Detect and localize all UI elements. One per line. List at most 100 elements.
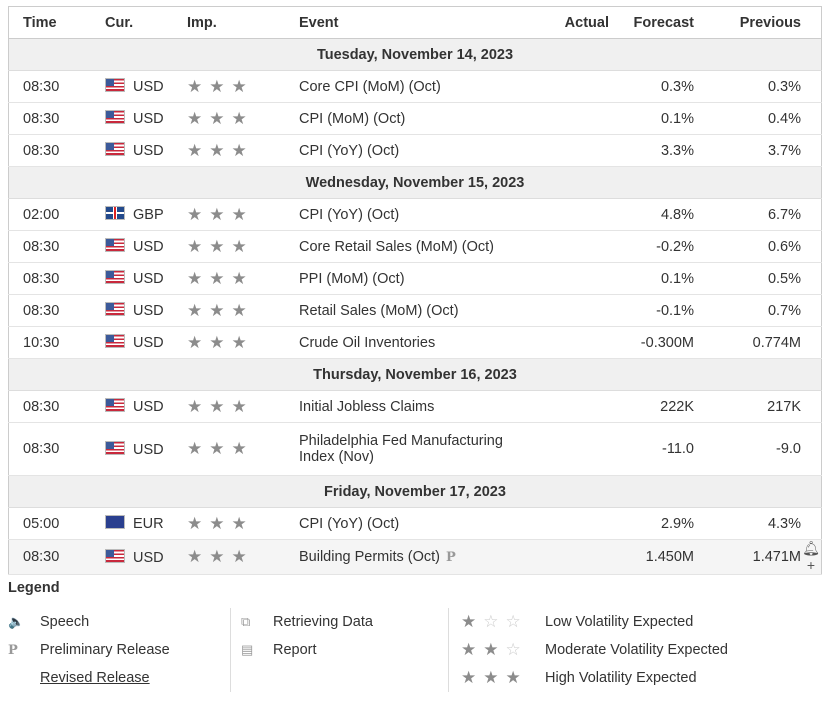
us-flag-icon (105, 238, 125, 252)
event-currency: USD (105, 390, 187, 423)
three-star-icon: ★★★ (187, 547, 254, 566)
event-link[interactable]: Core CPI (MoM) (Oct) (299, 78, 441, 95)
three-star-icon: ★★★ (461, 668, 528, 687)
event-forecast: 222K (609, 390, 696, 423)
event-time: 02:00 (8, 198, 105, 231)
event-row[interactable]: 08:30 USD ★★★ Core CPI (MoM) (Oct) 0.3% 0.3% (8, 70, 822, 103)
event-currency: USD (105, 294, 187, 327)
us-flag-icon (105, 142, 125, 156)
event-alert (801, 70, 822, 103)
event-name[interactable]: Initial Jobless Claims (299, 390, 537, 423)
event-row[interactable]: 08:30 USD ★★★ Building Permits (Oct) P 1.450M… (8, 539, 822, 575)
preliminary-p-icon: P (8, 642, 18, 658)
event-time: 08:30 (8, 294, 105, 327)
event-alert[interactable]: 🔔︎+ (801, 539, 822, 575)
legend-revised[interactable]: Revised Release (8, 664, 170, 692)
event-row[interactable]: 08:30 USD ★★★ PPI (MoM) (Oct) 0.1% 0.5% (8, 262, 822, 295)
event-previous: 0.774M (696, 326, 801, 359)
event-previous: 0.3% (696, 70, 801, 103)
us-flag-icon (105, 398, 125, 412)
event-link[interactable]: Crude Oil Inventories (299, 334, 436, 351)
event-row[interactable]: 08:30 USD ★★★ Philadelphia Fed Manufacturin… (8, 422, 822, 476)
event-name[interactable]: Building Permits (Oct) P (299, 539, 537, 575)
retrieving-data-icon: ⧉ (241, 614, 251, 629)
event-link[interactable]: CPI (YoY) (Oct) (299, 515, 400, 532)
event-row[interactable]: 10:30 USD ★★★ Crude Oil Inventories -0.300M 0… (8, 326, 822, 359)
event-link[interactable]: Building Permits (Oct) (299, 549, 441, 565)
event-name[interactable]: Philadelphia Fed Manufacturing Index (No… (299, 422, 537, 476)
day-date: Wednesday, November 15, 2023 (8, 166, 822, 199)
event-time: 08:30 (8, 390, 105, 423)
speaker-icon: 🔈 (8, 614, 25, 629)
us-flag-icon (105, 334, 125, 348)
event-forecast: 0.3% (609, 70, 696, 103)
event-alert (801, 294, 822, 327)
event-name[interactable]: Core CPI (MoM) (Oct) (299, 70, 537, 103)
event-currency: USD (105, 422, 187, 476)
event-row[interactable]: 08:30 USD ★★★ CPI (MoM) (Oct) 0.1% 0.4% (8, 102, 822, 135)
event-row[interactable]: 08:30 USD ★★★ CPI (YoY) (Oct) 3.3% 3.7% (8, 134, 822, 167)
day-header-row: Tuesday, November 14, 2023 (8, 38, 822, 71)
event-alert (801, 102, 822, 135)
event-name[interactable]: PPI (MoM) (Oct) (299, 262, 537, 295)
event-alert (801, 134, 822, 167)
event-forecast: 0.1% (609, 262, 696, 295)
event-alert (801, 390, 822, 423)
event-row[interactable]: 08:30 USD ★★★ Retail Sales (MoM) (Oct) -0.1%… (8, 294, 822, 327)
importance-stars: ★★★ (187, 422, 299, 476)
event-currency: USD (105, 102, 187, 135)
event-forecast: 2.9% (609, 507, 696, 540)
three-star-icon: ★★★ (187, 300, 254, 320)
revised-release-link[interactable]: Revised Release (40, 670, 150, 686)
event-name[interactable]: CPI (MoM) (Oct) (299, 102, 537, 135)
event-alert (801, 198, 822, 231)
event-name[interactable]: Crude Oil Inventories (299, 326, 537, 359)
event-forecast: 0.1% (609, 102, 696, 135)
event-currency: USD (105, 262, 187, 295)
event-link[interactable]: CPI (MoM) (Oct) (299, 110, 406, 127)
event-time: 08:30 (8, 230, 105, 263)
event-link[interactable]: PPI (MoM) (Oct) (299, 270, 405, 287)
event-previous: 1.471M (696, 539, 801, 575)
col-time: Time (8, 6, 105, 39)
event-forecast: -0.300M (609, 326, 696, 359)
event-link[interactable]: CPI (YoY) (Oct) (299, 142, 400, 159)
event-name[interactable]: Retail Sales (MoM) (Oct) (299, 294, 537, 327)
event-name[interactable]: CPI (YoY) (Oct) (299, 507, 537, 540)
event-forecast: -0.2% (609, 230, 696, 263)
event-actual (537, 262, 609, 295)
event-name[interactable]: Core Retail Sales (MoM) (Oct) (299, 230, 537, 263)
event-row[interactable]: 08:30 USD ★★★ Core Retail Sales (MoM) (Oct)… (8, 230, 822, 263)
legend-high: ★★★ High Volatility Expected (449, 664, 728, 692)
eu-flag-icon (105, 515, 125, 529)
event-time: 08:30 (8, 539, 105, 575)
event-link[interactable]: Philadelphia Fed Manufacturing Index (No… (299, 433, 503, 465)
event-name[interactable]: CPI (YoY) (Oct) (299, 198, 537, 231)
col-forecast: Forecast (609, 6, 696, 39)
event-row[interactable]: 05:00 EUR ★★★ CPI (YoY) (Oct) 2.9% 4.3% (8, 507, 822, 540)
legend-title: Legend (8, 580, 60, 596)
event-link[interactable]: Retail Sales (MoM) (Oct) (299, 302, 459, 319)
event-link[interactable]: CPI (YoY) (Oct) (299, 206, 400, 223)
event-actual (537, 507, 609, 540)
event-name[interactable]: CPI (YoY) (Oct) (299, 134, 537, 167)
three-star-icon: ★★★ (187, 108, 254, 128)
importance-stars: ★★★ (187, 262, 299, 295)
event-currency: EUR (105, 507, 187, 540)
event-row[interactable]: 02:00 GBP ★★★ CPI (YoY) (Oct) 4.8% 6.7% (8, 198, 822, 231)
bell-plus-icon[interactable]: 🔔︎+ (802, 540, 820, 573)
importance-stars: ★★★ (187, 102, 299, 135)
event-forecast: 3.3% (609, 134, 696, 167)
event-previous: 0.4% (696, 102, 801, 135)
event-link[interactable]: Core Retail Sales (MoM) (Oct) (299, 238, 494, 255)
three-star-icon: ★★★ (187, 439, 254, 458)
three-star-icon: ★★★ (187, 76, 254, 96)
us-flag-icon (105, 440, 125, 455)
three-star-icon: ★★★ (187, 204, 254, 224)
event-forecast: -0.1% (609, 294, 696, 327)
event-row[interactable]: 08:30 USD ★★★ Initial Jobless Claims 222K 217… (8, 390, 822, 423)
event-link[interactable]: Initial Jobless Claims (299, 398, 435, 415)
economic-calendar-table: Time Cur. Imp. Event Actual Forecast Pre… (8, 6, 822, 575)
event-currency: USD (105, 326, 187, 359)
two-star-icon: ★★☆ (461, 640, 528, 659)
